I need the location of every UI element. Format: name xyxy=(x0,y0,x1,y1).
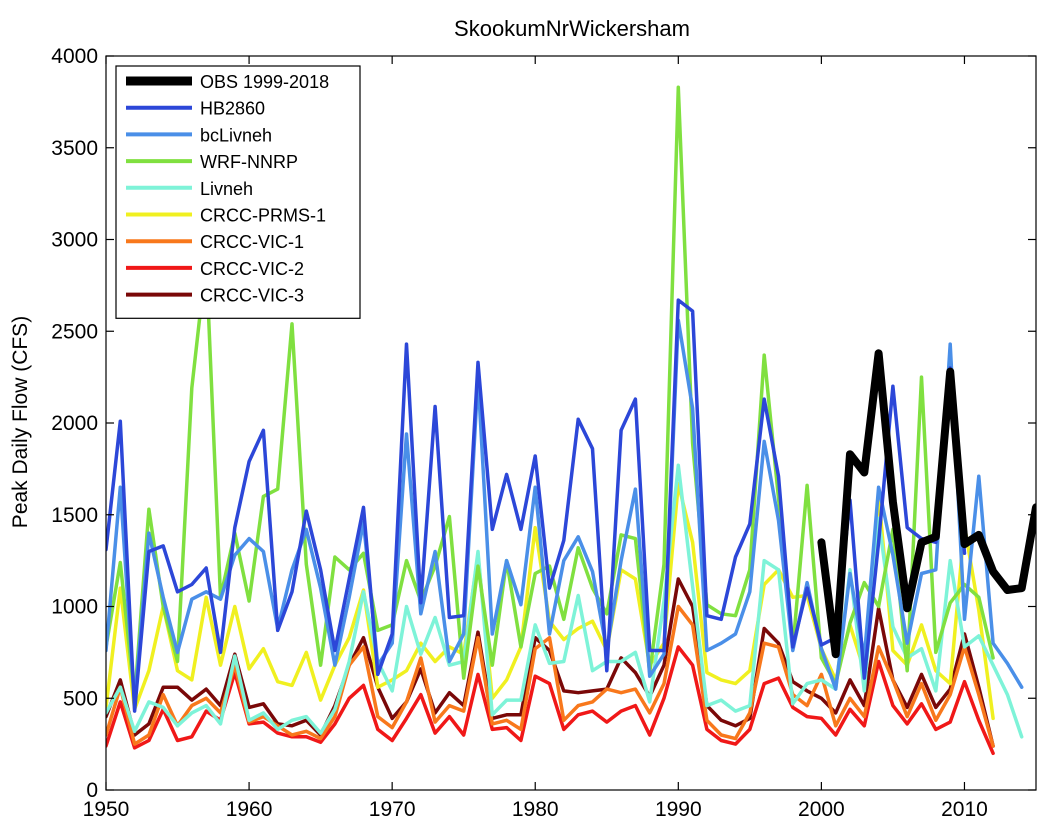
y-tick-label-5: 2500 xyxy=(51,320,98,343)
x-tick-label-0: 1950 xyxy=(83,798,130,819)
legend-label-2: bcLivneh xyxy=(200,125,272,145)
y-tick-label-1: 500 xyxy=(63,687,98,710)
series-line-7 xyxy=(106,645,995,756)
y-tick-label-0: 0 xyxy=(86,779,98,802)
y-tick-label-7: 3500 xyxy=(51,137,98,160)
y-tick-label-2: 1000 xyxy=(51,596,98,619)
y-tick-label-3: 1500 xyxy=(51,504,98,527)
legend-label-6: CRCC-VIC-1 xyxy=(200,232,304,252)
axes-layer: 1950 1960 1970 1980 1990 2000 2010 0 500 1000 1500… xyxy=(51,45,1037,821)
series-line-8 xyxy=(106,577,995,748)
series-line-3 xyxy=(106,85,995,701)
y-axis-label: Peak Daily Flow (CFS) xyxy=(9,316,32,528)
legend-label-0: OBS 1999-2018 xyxy=(200,72,329,92)
y-tick-label-6: 3000 xyxy=(51,229,98,252)
series-line-1 xyxy=(106,298,967,713)
legend-label-3: WRF-NNRP xyxy=(200,152,298,172)
series-line-0 xyxy=(817,349,1036,659)
x-tick-label-2: 1970 xyxy=(369,798,416,819)
legend-label-4: Livneh xyxy=(200,179,253,199)
series-layer xyxy=(106,85,1036,756)
chart-title: SkookumNrWickersham xyxy=(454,16,690,41)
legend-label-7: CRCC-VIC-2 xyxy=(200,259,304,279)
legend-label-5: CRCC-PRMS-1 xyxy=(200,206,326,226)
series-line-2 xyxy=(106,318,1024,706)
y-tick-label-4: 2000 xyxy=(51,412,98,435)
legend: OBS 1999-2018 HB2860 bcLivneh WRF-NNRP Livne… xyxy=(115,65,361,319)
x-tick-label-1: 1960 xyxy=(226,798,273,819)
series-line-6 xyxy=(106,604,995,748)
y-tick-label-8: 4000 xyxy=(51,45,98,68)
legend-label-1: HB2860 xyxy=(200,99,265,119)
x-tick-label-4: 1990 xyxy=(655,798,702,819)
x-tick-label-6: 2010 xyxy=(941,798,988,819)
x-tick-label-3: 1980 xyxy=(512,798,559,819)
legend-label-8: CRCC-VIC-3 xyxy=(200,286,304,306)
x-tick-label-5: 2000 xyxy=(798,798,845,819)
